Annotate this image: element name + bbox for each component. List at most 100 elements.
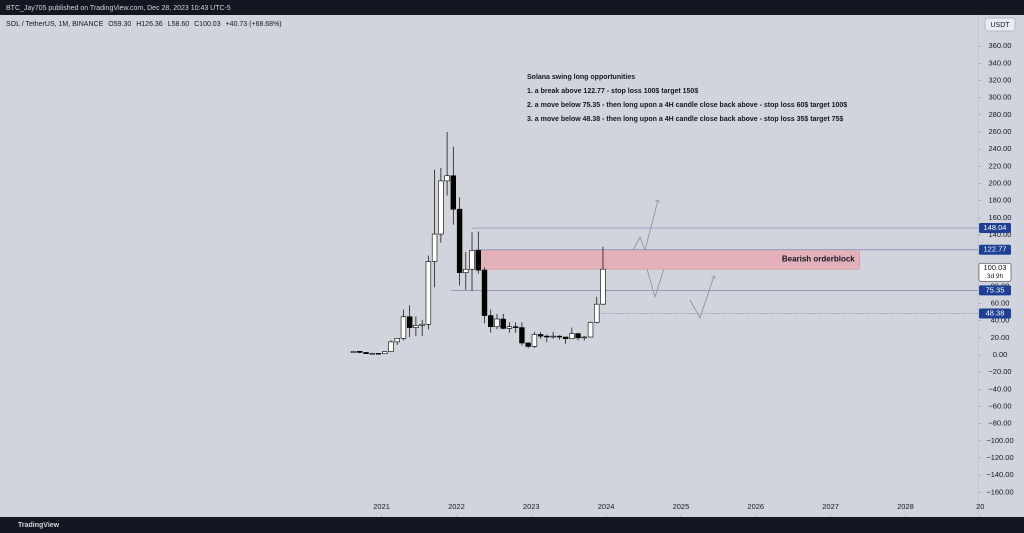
orderblock-label: Bearish orderblock — [782, 255, 855, 264]
x-tick-label: 2024 — [598, 502, 615, 511]
y-tick-label: 220.00 — [989, 161, 1012, 170]
y-tick-label: 180.00 — [989, 196, 1012, 205]
y-tick-label: −100.00 — [986, 436, 1013, 445]
candle-body — [531, 334, 538, 347]
candle-body — [537, 334, 544, 337]
y-tick-label: 20.00 — [991, 333, 1010, 342]
header-item: C100.03 — [194, 21, 221, 28]
candle-body — [382, 351, 388, 355]
y-tick-label: −120.00 — [986, 453, 1013, 462]
y-tick-label: −60.00 — [988, 401, 1011, 410]
candle-body — [562, 336, 569, 340]
y-tick-label: 140.00 — [989, 230, 1012, 239]
candle-body — [494, 318, 500, 328]
level-price-label: 122.77 — [984, 245, 1007, 254]
candle-body — [475, 250, 481, 271]
candle-body — [363, 352, 369, 354]
candle-body — [575, 333, 581, 339]
candle-body — [357, 351, 363, 353]
y-tick-label: −160.00 — [986, 487, 1013, 496]
candle-body — [500, 318, 506, 329]
candle-body — [456, 208, 463, 273]
level-price-tag — [979, 308, 1011, 319]
candle-body — [369, 353, 375, 355]
x-tick-label: 2027 — [822, 502, 839, 511]
arrow — [631, 200, 658, 253]
candle-body — [550, 335, 556, 338]
arrow — [689, 276, 714, 319]
note-line: 3. a move below 48.38 - then long upon a… — [527, 116, 843, 123]
header-item: O59.30 — [108, 21, 131, 28]
candle-body — [413, 325, 419, 328]
y-tick-label: 360.00 — [989, 41, 1012, 50]
x-tick-label: 2026 — [747, 502, 764, 511]
note-line: 2. a move below 75.35 - then long upon a… — [527, 102, 847, 109]
top-bar — [0, 0, 1024, 15]
header-item: SOL / TetherUS, 1M, BINANCE — [6, 21, 104, 28]
candle-body — [600, 268, 606, 305]
y-tick-label: 60.00 — [991, 299, 1010, 308]
candle-body — [406, 316, 413, 328]
candle-body — [388, 341, 394, 352]
x-tick-label: 2028 — [897, 502, 914, 511]
currency-button[interactable] — [984, 17, 1016, 32]
candle-body — [544, 335, 550, 338]
y-tick-label: −140.00 — [986, 470, 1013, 479]
level-price-label: 75.35 — [986, 285, 1005, 294]
level-price-label: 148.04 — [984, 223, 1007, 232]
y-tick-label: 340.00 — [989, 58, 1012, 67]
level-price-label: 48.38 — [986, 309, 1005, 318]
x-tick-label: 2021 — [373, 502, 390, 511]
candle-body — [488, 315, 494, 328]
x-tick-label: 2022 — [448, 502, 465, 511]
candle-body — [481, 269, 488, 316]
candle-body — [438, 180, 444, 235]
y-tick-label: 280.00 — [989, 110, 1012, 119]
current-price-label: 100.03 — [984, 263, 1007, 272]
candle-body — [581, 336, 587, 339]
current-price-tag — [978, 262, 1012, 282]
footer-logo: TradingView — [18, 522, 60, 529]
candle-body — [425, 261, 432, 325]
candle-body — [569, 333, 575, 340]
projection-arrows — [631, 200, 714, 319]
level-price-tag — [979, 285, 1011, 296]
currency-label[interactable]: USDT — [990, 22, 1010, 29]
legend-header: SOL / TetherUS, 1M, BINANCE O59.30 H126.36… — [6, 21, 282, 28]
y-tick-label: −40.00 — [988, 384, 1011, 393]
note-title: Solana swing long opportunities — [527, 74, 635, 81]
candle-body — [506, 326, 513, 329]
candle-body — [587, 322, 594, 338]
candle-body — [463, 268, 469, 273]
level-price-tag — [979, 244, 1011, 255]
y-tick-label: −80.00 — [988, 419, 1011, 428]
candle-body — [394, 338, 400, 343]
candle-body — [513, 326, 519, 328]
candle-body — [450, 175, 457, 210]
arrow — [644, 256, 668, 299]
candle-body — [556, 335, 563, 338]
candle-body — [469, 250, 475, 270]
y-tick-label: −20.00 — [988, 367, 1011, 376]
candle-body — [525, 342, 531, 347]
y-tick-label: 0.00 — [993, 350, 1008, 359]
y-tick-label: 240.00 — [989, 144, 1012, 153]
y-tick-label: 40.00 — [991, 316, 1010, 325]
candle-body — [350, 351, 357, 353]
annotation-text: Solana swing long opportunities 1. a bre… — [527, 74, 847, 123]
header-item: H126.36 — [136, 21, 163, 28]
note-line: 1. a break above 122.77 - stop loss 100$… — [527, 88, 698, 95]
y-tick-label: 260.00 — [989, 127, 1012, 136]
y-tick-label: 200.00 — [989, 178, 1012, 187]
header-item: +40.73 (+68.68%) — [226, 21, 282, 28]
y-tick-label: 160.00 — [989, 213, 1012, 222]
y-tick-label: 300.00 — [989, 93, 1012, 102]
level-price-tag — [979, 223, 1011, 234]
header-item: L58.60 — [168, 21, 190, 28]
candle-body — [594, 303, 600, 323]
x-tick-label: 2023 — [523, 502, 540, 511]
y-tick-label: 320.00 — [989, 76, 1012, 85]
candle-body — [419, 323, 425, 326]
